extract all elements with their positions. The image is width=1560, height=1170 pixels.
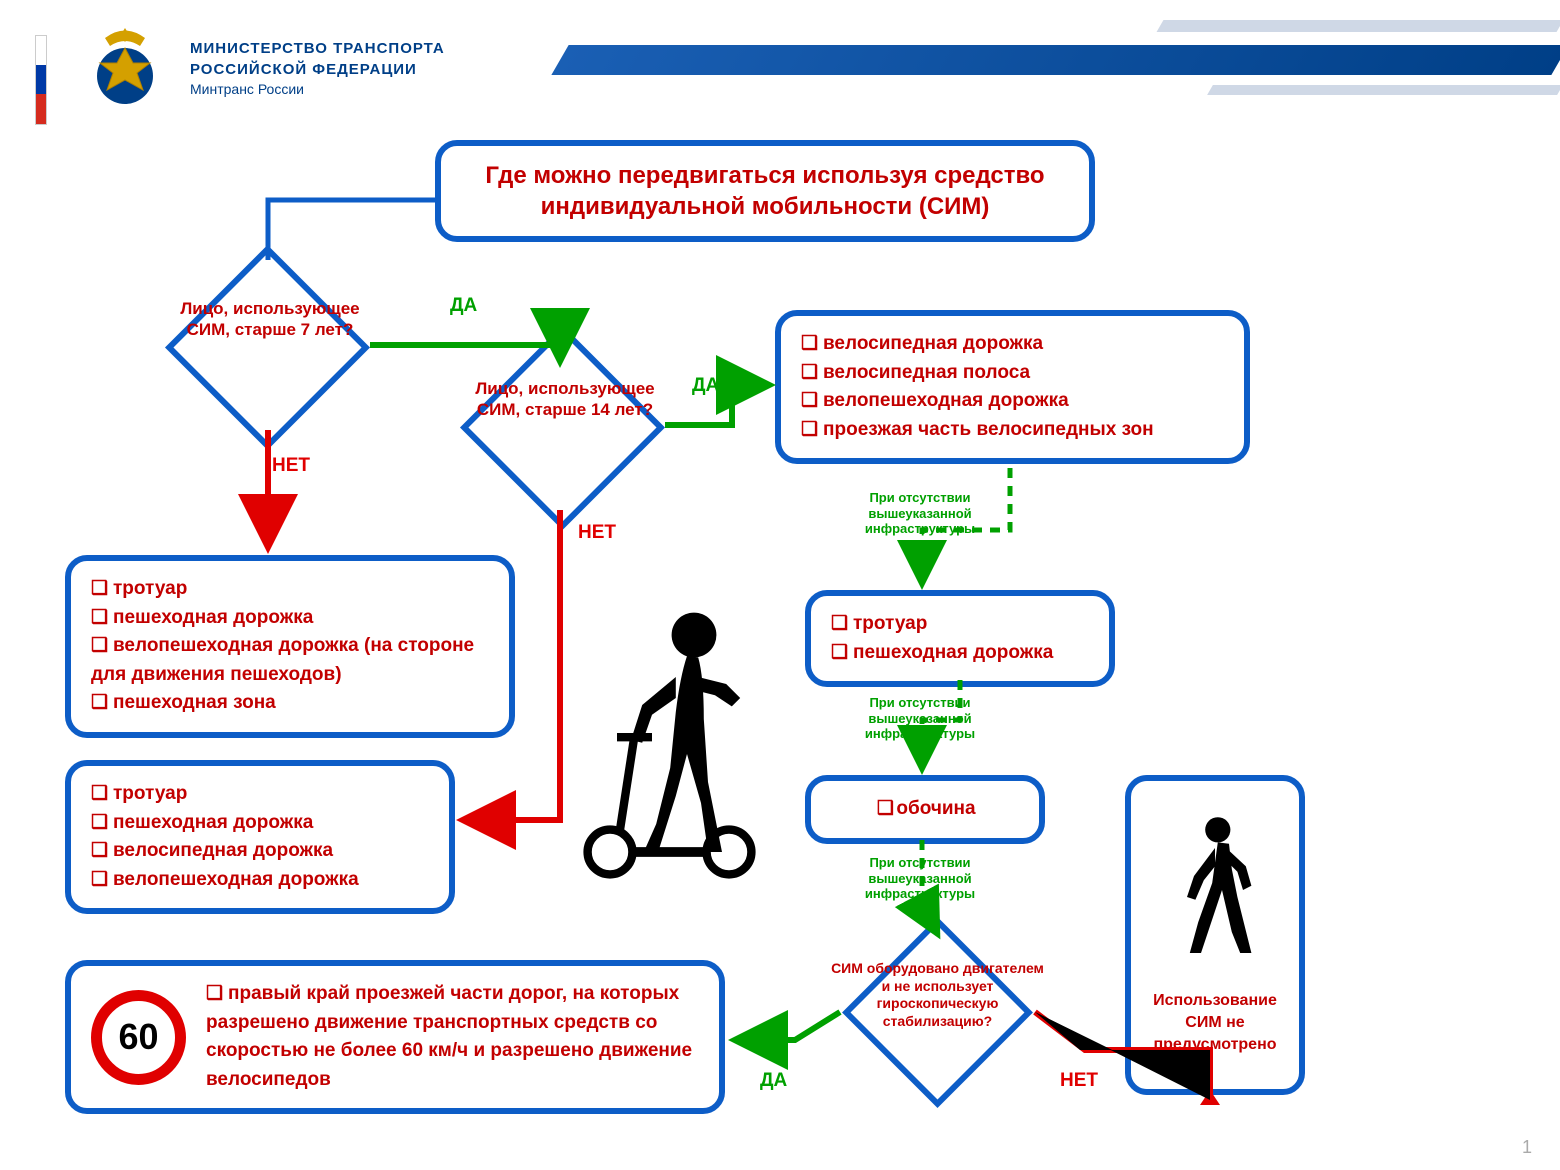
label-no-1: НЕТ	[272, 455, 310, 477]
list-item: пешеходная дорожка	[91, 604, 489, 633]
list-item: велопешеходная дорожка	[91, 866, 429, 895]
emblem-icon	[75, 18, 175, 118]
header-deco-bar2	[1207, 85, 1560, 95]
not-allowed-text: Использование СИМ не предусмотрено	[1151, 990, 1279, 1057]
ministry-title: МИНИСТЕРСТВО ТРАНСПОРТА РОССИЙСКОЙ ФЕДЕР…	[190, 38, 445, 100]
list-item: пешеходная дорожка	[91, 809, 429, 838]
cond-label-3: При отсутствии вышеуказанной инфраструкт…	[850, 855, 990, 902]
list-item: пешеходная дорожка	[831, 639, 1089, 668]
list-item: проезжая часть велосипедных зон	[801, 416, 1224, 445]
decision-age14-label: Лицо, использующее СИМ, старше 14 лет?	[470, 378, 660, 421]
box-7to14: тротуарпешеходная дорожкавелосипедная до…	[65, 760, 455, 914]
list-item: велосипедная дорожка	[801, 330, 1224, 359]
label-yes-2: ДА	[692, 375, 719, 397]
list-item: пешеходная зона	[91, 689, 489, 718]
list-item: велопешеходная дорожка	[801, 387, 1224, 416]
speed-value: 60	[118, 1010, 158, 1064]
box-road60: 60 правый край проезжей части дорог, на …	[65, 960, 725, 1114]
scooter-icon	[575, 600, 785, 880]
label-yes-3: ДА	[760, 1070, 787, 1092]
speed-sign-icon: 60	[91, 990, 186, 1085]
label-no-2: НЕТ	[578, 522, 616, 544]
list-item: тротуар	[831, 610, 1089, 639]
ministry-line2: РОССИЙСКОЙ ФЕДЕРАЦИИ	[190, 59, 445, 80]
ministry-line3: Минтранс России	[190, 80, 445, 100]
ministry-line1: МИНИСТЕРСТВО ТРАНСПОРТА	[190, 38, 445, 59]
box-not-allowed: Использование СИМ не предусмотрено	[1125, 775, 1305, 1095]
page-number: 1	[1522, 1137, 1532, 1158]
cond-label-1: При отсутствии вышеуказанной инфраструкт…	[850, 490, 990, 537]
label-no-3: НЕТ	[1060, 1070, 1098, 1092]
label-yes-1: ДА	[450, 295, 477, 317]
list-item: велосипедная полоса	[801, 359, 1224, 388]
decision-age7-label: Лицо, использующее СИМ, старше 7 лет?	[175, 298, 365, 341]
list-item: обочина	[831, 795, 1019, 824]
title-box: Где можно передвигаться используя средст…	[435, 140, 1095, 242]
flag-icon	[35, 35, 47, 125]
list-item: велопешеходная дорожка (на стороне для д…	[91, 632, 489, 689]
decision-age14	[460, 325, 665, 530]
box-shoulder: обочина	[805, 775, 1045, 844]
list-item: велосипедная дорожка	[91, 837, 429, 866]
decision-age7	[165, 245, 370, 450]
header-deco-bar	[1157, 20, 1560, 32]
title-text: Где можно передвигаться используя средст…	[485, 162, 1044, 220]
header-main-bar	[551, 45, 1560, 75]
box-sidewalk-fallback: тротуарпешеходная дорожка	[805, 590, 1115, 687]
box-under7: тротуарпешеходная дорожкавелопешеходная …	[65, 555, 515, 738]
box-velo-paths: велосипедная дорожкавелосипедная полосав…	[775, 310, 1250, 464]
list-item: тротуар	[91, 575, 489, 604]
list-item: тротуар	[91, 780, 429, 809]
cond-label-2: При отсутствии вышеуказанной инфраструкт…	[850, 695, 990, 742]
pedestrian-icon	[1170, 813, 1260, 953]
list-item: правый край проезжей части дорог, на кот…	[206, 980, 699, 1094]
decision-engine-label: СИМ оборудовано двигателем и не использу…	[830, 960, 1045, 1030]
header: МИНИСТЕРСТВО ТРАНСПОРТА РОССИЙСКОЙ ФЕДЕР…	[0, 0, 1560, 130]
